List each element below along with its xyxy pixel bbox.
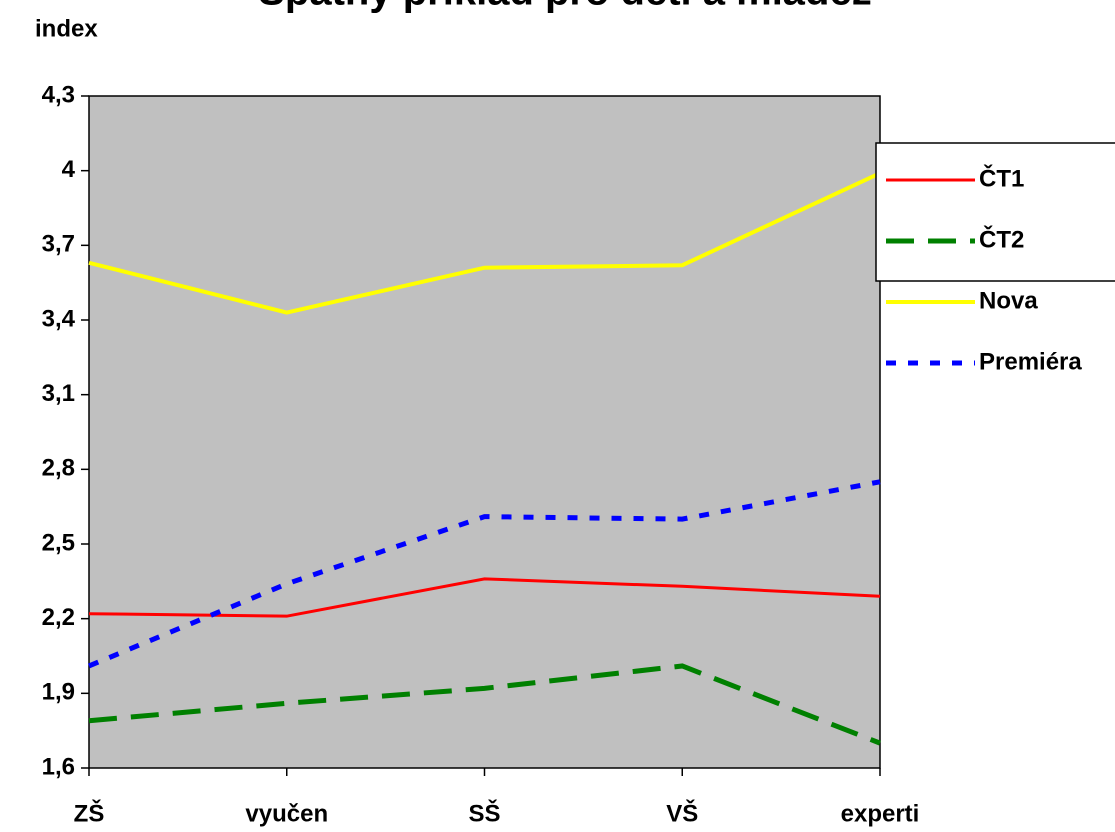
y-tick-label: 3,1 xyxy=(42,380,75,407)
y-tick-label: 2,5 xyxy=(42,529,75,556)
x-tick-label: experti xyxy=(841,800,920,827)
legend-label: ČT2 xyxy=(979,225,1024,253)
y-tick-label: 3,7 xyxy=(42,231,75,258)
legend-label: ČT1 xyxy=(979,164,1024,192)
y-tick-label: 2,2 xyxy=(42,604,75,631)
y-tick-label: 4 xyxy=(62,156,76,183)
y-axis-label: index xyxy=(35,15,98,42)
chart-title: Špatný příklad pro děti a mládež xyxy=(258,0,871,14)
legend-label: Nova xyxy=(979,287,1038,314)
x-tick-label: ZŠ xyxy=(74,799,105,827)
series-line xyxy=(88,171,881,315)
series-line xyxy=(88,479,881,669)
plot-area xyxy=(88,95,881,769)
y-tick-label: 1,6 xyxy=(42,753,75,780)
x-tick-label: vyučen xyxy=(245,800,328,827)
legend-label: Premiéra xyxy=(979,348,1082,375)
legend-box xyxy=(875,142,1115,282)
y-tick-label: 4,3 xyxy=(42,81,75,108)
x-tick-label: SŠ xyxy=(468,799,500,827)
y-tick-label: 3,4 xyxy=(42,305,76,332)
y-tick-label: 1,9 xyxy=(42,679,75,706)
series-line xyxy=(88,663,881,746)
series-line xyxy=(88,577,881,618)
x-tick-label: VŠ xyxy=(666,799,698,827)
y-tick-label: 2,8 xyxy=(42,455,75,482)
